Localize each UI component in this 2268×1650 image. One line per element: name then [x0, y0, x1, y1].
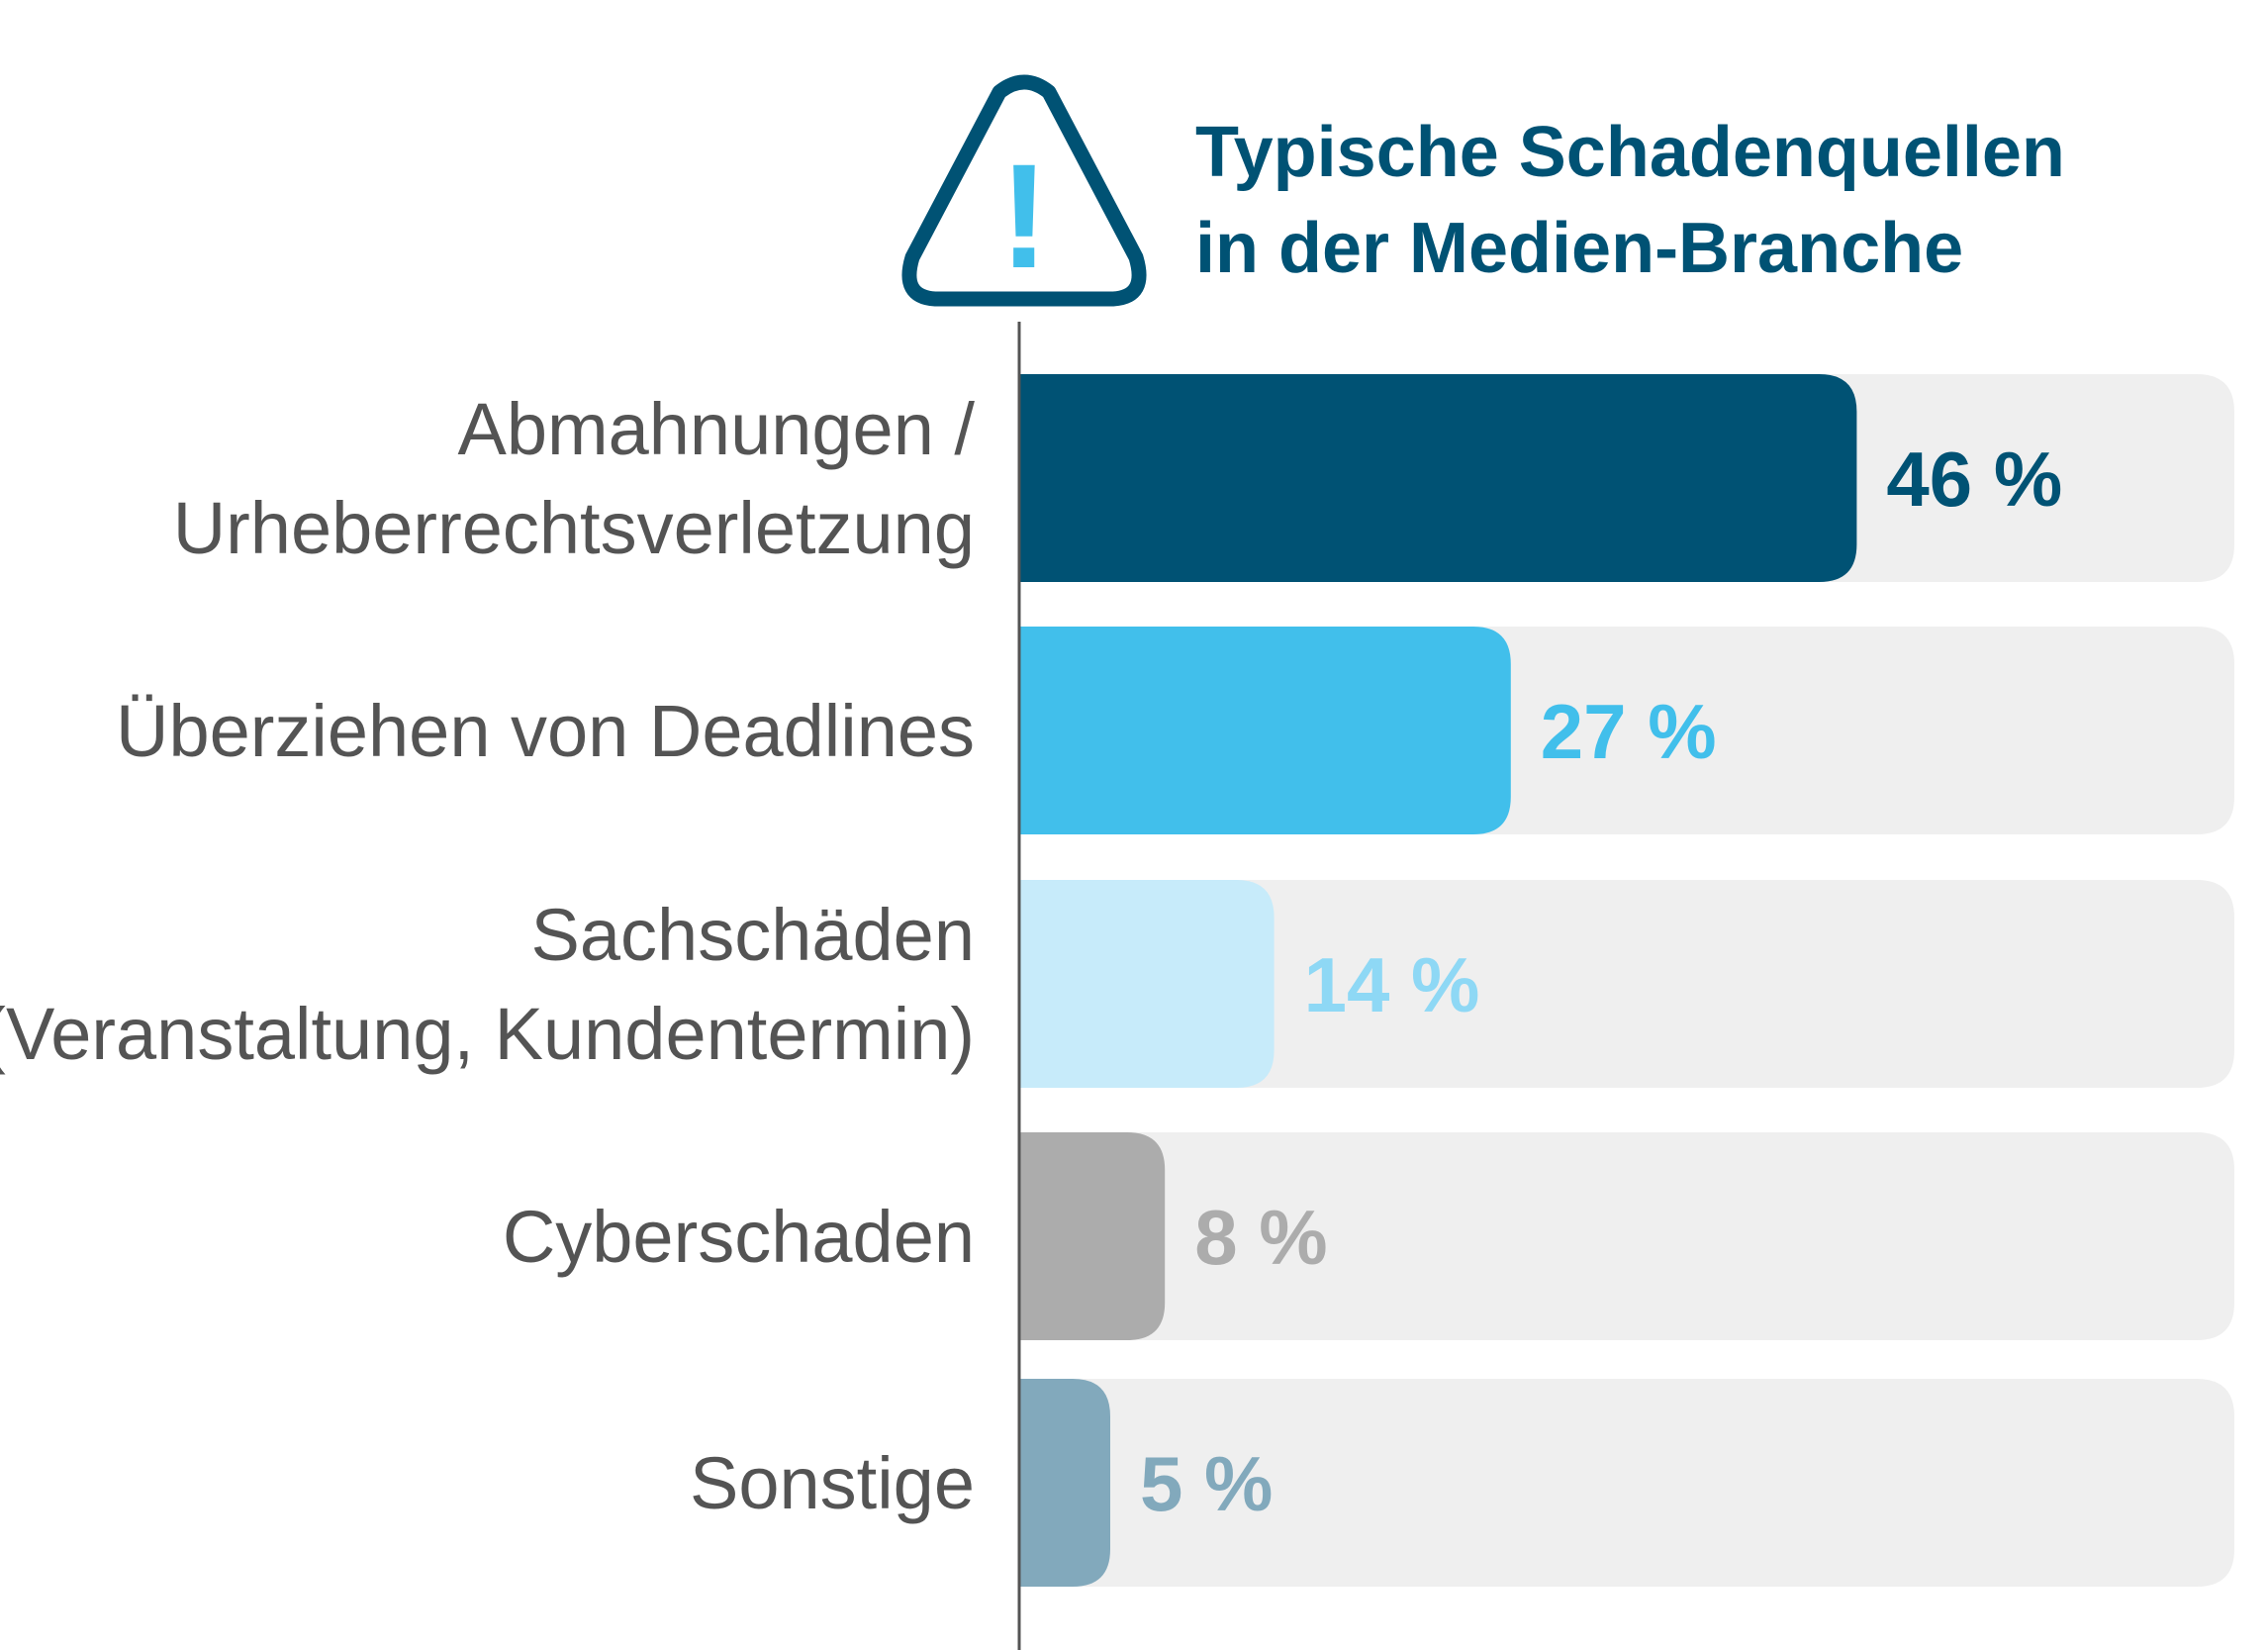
bar — [1019, 1132, 1166, 1340]
bars-group: 46 % Abmahnungen / Urheberrechtsverletzung… — [0, 374, 2234, 1587]
bar — [1019, 880, 1275, 1088]
bar — [1019, 374, 1857, 582]
category-label: Überziehen von Deadlines — [116, 690, 975, 772]
bar-row-3: 14 % Sachschäden (Veranstaltung, Kundenter… — [0, 880, 2234, 1088]
bar-row-2: 27 % Überziehen von Deadlines — [116, 627, 2234, 834]
value-label: 14 % — [1304, 941, 1480, 1028]
chart-title-line-1: Typische Schadenquellen — [1195, 113, 2065, 192]
category-label: Cyberschaden — [503, 1196, 975, 1278]
bar-track — [1019, 880, 2234, 1088]
category-label: (Veranstaltung, Kundentermin) — [0, 993, 975, 1075]
value-label: 27 % — [1541, 688, 1717, 775]
category-label: Sonstige — [690, 1442, 975, 1524]
bar-track — [1019, 1132, 2234, 1340]
bar-row-4: 8 % Cyberschaden — [503, 1132, 2234, 1340]
value-label: 46 % — [1886, 436, 2062, 523]
bar — [1019, 1379, 1110, 1587]
warning-glyph: ! — [999, 133, 1049, 299]
value-label: 5 % — [1140, 1440, 1273, 1527]
bar-row-5: 5 % Sonstige — [690, 1379, 2234, 1587]
category-label: Sachschäden — [531, 894, 975, 976]
category-label: Abmahnungen / — [457, 388, 975, 470]
chart-title-line-2: in der Medien-Branche — [1195, 209, 1963, 288]
bar-track — [1019, 1379, 2234, 1587]
bar-row-1: 46 % Abmahnungen / Urheberrechtsverletzung — [173, 374, 2234, 582]
category-label: Urheberrechtsverletzung — [173, 487, 975, 569]
bar — [1019, 627, 1511, 834]
warning-triangle-icon: ! — [901, 74, 1147, 307]
value-label: 8 % — [1194, 1194, 1327, 1281]
